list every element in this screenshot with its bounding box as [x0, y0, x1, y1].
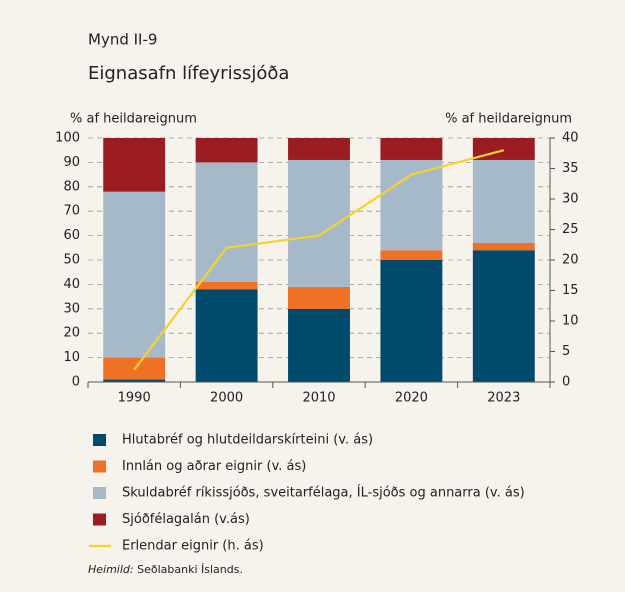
bar-segment	[288, 308, 350, 382]
bar-segment	[195, 289, 258, 382]
legend-label: Sjóðfélagalán (v.ás)	[122, 512, 250, 527]
source: Heimild: Seðlabanki Íslands.	[88, 563, 243, 576]
legend-swatch	[93, 513, 106, 526]
y2-axis-label: % af heildareignum	[445, 112, 572, 127]
y-tick-label: 60	[63, 228, 80, 243]
bar-segment	[103, 191, 166, 358]
y2-tick-label: 35	[562, 161, 579, 176]
bar-segment	[195, 162, 258, 282]
bar-segment	[380, 138, 443, 160]
y-tick-label: 80	[63, 179, 80, 194]
y-tick-label: 70	[63, 204, 80, 219]
line	[133, 149, 505, 371]
legend-label: Innlán og aðrar eignir (v. ás)	[122, 459, 306, 474]
bar-segment	[103, 138, 166, 192]
y-tick-label: 10	[63, 350, 80, 365]
x-tick-label: 2000	[210, 391, 243, 406]
bar-segment	[472, 159, 535, 243]
y2-tick-label: 10	[562, 314, 579, 329]
x-tick-label: 1990	[118, 391, 151, 406]
legend-label: Skuldabréf ríkissjóðs, sveitarfélaga, ÍL…	[122, 485, 525, 501]
y-tick-label: 20	[63, 326, 80, 341]
bar-segment	[103, 379, 166, 382]
y2-tick-label: 40	[562, 131, 579, 146]
chart-subtitle: Eignasafn lífeyrissjóða	[88, 63, 289, 84]
y-tick-label: 90	[63, 155, 80, 170]
legend-swatch	[93, 434, 106, 446]
bar-segment	[195, 138, 258, 163]
source-label: Heimild:	[88, 563, 134, 576]
bar-segment	[472, 250, 535, 382]
y2-tick-label: 20	[562, 253, 579, 268]
bar-segment	[288, 138, 350, 160]
legend-label: Erlendar eignir (h. ás)	[122, 539, 264, 554]
y-tick-label: 0	[72, 375, 80, 390]
source-text: Seðlabanki Íslands.	[137, 563, 243, 576]
bar-segment	[380, 260, 443, 382]
y-axis-label: % af heildareignum	[70, 112, 197, 127]
y-tick-label: 40	[63, 277, 80, 292]
y2-tick-label: 0	[562, 375, 570, 390]
y-tick-label: 100	[55, 131, 80, 146]
x-tick-label: 2010	[302, 391, 335, 406]
y2-tick-label: 5	[562, 344, 570, 359]
bar-segment	[288, 159, 350, 287]
y2-tick-label: 30	[562, 192, 579, 207]
y2-tick-label: 25	[562, 222, 579, 237]
bar-segment	[472, 242, 535, 251]
bar-segment	[380, 250, 443, 260]
bar-segment	[288, 286, 350, 309]
legend-swatch	[93, 487, 106, 499]
chart-title: Mynd II-9	[88, 31, 157, 49]
x-tick-label: 2020	[395, 391, 428, 406]
legend-swatch	[93, 460, 106, 473]
y-tick-label: 50	[63, 253, 80, 268]
x-tick-label: 2023	[487, 391, 520, 406]
y2-tick-label: 15	[562, 283, 579, 298]
y-tick-label: 30	[63, 301, 80, 316]
bar-segment	[195, 281, 258, 290]
legend-label: Hlutabréf og hlutdeildarskírteini (v. ás…	[122, 433, 373, 448]
